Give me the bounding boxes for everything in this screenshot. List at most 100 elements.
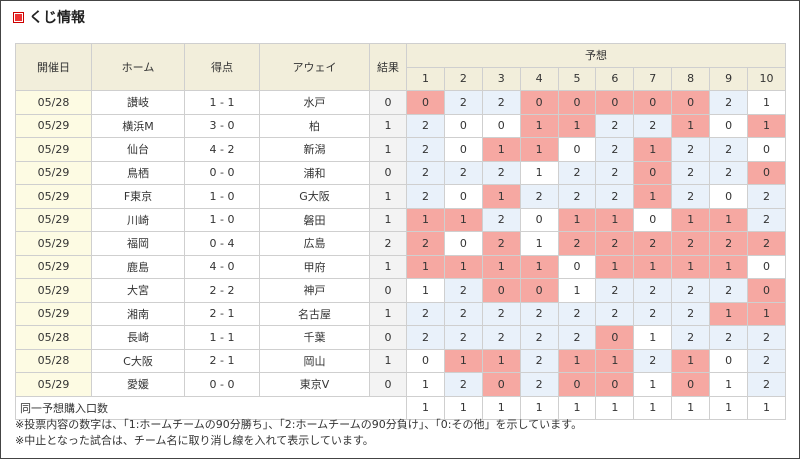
- pick: 2: [709, 137, 749, 162]
- pick: 2: [406, 301, 445, 326]
- pick-number: 1: [406, 66, 445, 91]
- date: 05/29: [15, 113, 92, 138]
- result: 2: [369, 231, 407, 256]
- home-team: 湘南: [91, 301, 185, 326]
- pick: 2: [709, 231, 749, 256]
- purchase-count: 1: [519, 395, 559, 420]
- pick: 2: [633, 278, 673, 303]
- pick-number: 8: [671, 66, 711, 91]
- match-row: 05/29 福岡 0 - 4 広島 2 2 0 2 1 2 2 2 2 2 2: [15, 231, 786, 256]
- pick: 1: [481, 184, 521, 209]
- date: 05/29: [15, 207, 92, 232]
- pick: 2: [595, 160, 635, 185]
- date: 05/28: [15, 325, 92, 350]
- pick: 2: [557, 184, 597, 209]
- match-row: 05/28 長崎 1 - 1 千葉 0 2 2 2 2 2 0 1 2 2 2: [15, 325, 786, 350]
- pick: 0: [557, 372, 597, 397]
- away-team: 新潟: [259, 137, 370, 162]
- date: 05/29: [15, 254, 92, 279]
- pick: 2: [671, 301, 711, 326]
- pick: 2: [633, 348, 673, 373]
- away-team: 神戸: [259, 278, 370, 303]
- note: ※投票内容の数字は、「1:ホームチームの90分勝ち」、「2:ホームチームの90分…: [15, 418, 583, 431]
- score: 2 - 1: [184, 301, 260, 326]
- purchase-count: 1: [633, 395, 673, 420]
- pick: 1: [671, 348, 711, 373]
- away-team: 名古屋: [259, 301, 370, 326]
- header-row: 開催日 ホーム 得点 アウェイ 結果 予想: [15, 43, 786, 91]
- pick: 0: [747, 254, 786, 279]
- date: 05/29: [15, 231, 92, 256]
- home-team: 川崎: [91, 207, 185, 232]
- pick: 2: [671, 137, 711, 162]
- pick: 2: [481, 207, 521, 232]
- pick: 1: [709, 301, 749, 326]
- score: 1 - 1: [184, 325, 260, 350]
- pick: 0: [595, 325, 635, 350]
- away-team: 柏: [259, 113, 370, 138]
- pick: 2: [481, 301, 521, 326]
- away-team: 甲府: [259, 254, 370, 279]
- date: 05/29: [15, 160, 92, 185]
- notes: ※投票内容の数字は、「1:ホームチームの90分勝ち」、「2:ホームチームの90分…: [15, 417, 582, 449]
- pick: 2: [557, 325, 597, 350]
- pick: 2: [747, 231, 786, 256]
- footer-label: 同一予想購入口数: [15, 395, 407, 420]
- match-row: 05/29 F東京 1 - 0 G大阪 1 2 0 1 2 2 2 1 2 0 2: [15, 184, 786, 209]
- pick: 0: [557, 254, 597, 279]
- home-team: 仙台: [91, 137, 185, 162]
- date: 05/29: [15, 184, 92, 209]
- result: 1: [369, 113, 407, 138]
- pick: 0: [443, 231, 483, 256]
- score: 1 - 0: [184, 207, 260, 232]
- pick: 1: [671, 254, 711, 279]
- home-team: 大宮: [91, 278, 185, 303]
- pick: 0: [671, 372, 711, 397]
- pick: 2: [595, 278, 635, 303]
- pick: 1: [747, 301, 786, 326]
- score: 1 - 0: [184, 184, 260, 209]
- title-text: くじ情報: [29, 10, 85, 26]
- pick-number: 9: [709, 66, 749, 91]
- away-team: 浦和: [259, 160, 370, 185]
- home-team: F東京: [91, 184, 185, 209]
- purchase-count: 1: [747, 395, 786, 420]
- pick: 0: [406, 90, 445, 115]
- score: 2 - 2: [184, 278, 260, 303]
- match-row: 05/29 仙台 4 - 2 新潟 1 2 0 1 1 0 2 1 2 2 0: [15, 137, 786, 162]
- pick-number: 7: [633, 66, 673, 91]
- score: 0 - 4: [184, 231, 260, 256]
- date: 05/29: [15, 301, 92, 326]
- pick: 2: [633, 301, 673, 326]
- pick: 2: [633, 113, 673, 138]
- away-team: 岡山: [259, 348, 370, 373]
- pick: 2: [747, 348, 786, 373]
- away-team: 磐田: [259, 207, 370, 232]
- pick-number: 4: [519, 66, 559, 91]
- pick: 2: [406, 325, 445, 350]
- pick: 2: [557, 160, 597, 185]
- pick: 1: [595, 254, 635, 279]
- pick: 2: [443, 372, 483, 397]
- pick: 1: [595, 348, 635, 373]
- match-row: 05/29 大宮 2 - 2 神戸 0 1 2 0 0 1 2 2 2 2 0: [15, 278, 786, 303]
- away-team: 広島: [259, 231, 370, 256]
- away-team: 東京V: [259, 372, 370, 397]
- pick: 0: [595, 90, 635, 115]
- pick: 1: [519, 113, 559, 138]
- pick: 1: [633, 184, 673, 209]
- pick: 2: [595, 184, 635, 209]
- column-header: 開催日: [15, 43, 92, 91]
- pick: 0: [481, 113, 521, 138]
- pick: 2: [406, 160, 445, 185]
- pick: 1: [406, 207, 445, 232]
- pick: 2: [519, 301, 559, 326]
- result: 0: [369, 160, 407, 185]
- pick: 1: [406, 278, 445, 303]
- home-team: 福岡: [91, 231, 185, 256]
- pick: 1: [406, 254, 445, 279]
- pick-number: 6: [595, 66, 635, 91]
- pick: 1: [633, 325, 673, 350]
- purchase-count: 1: [406, 395, 445, 420]
- home-team: 鹿島: [91, 254, 185, 279]
